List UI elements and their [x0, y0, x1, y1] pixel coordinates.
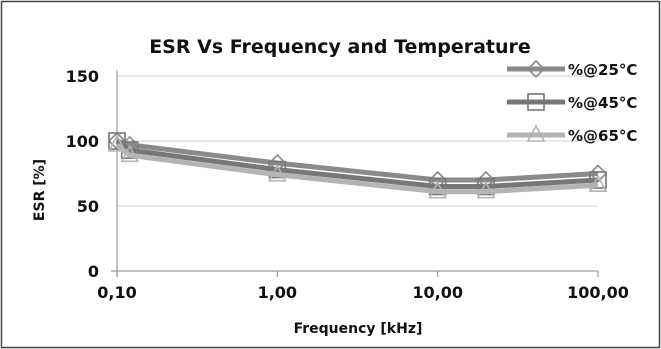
series-line — [115, 142, 599, 195]
data-point-marker — [588, 174, 608, 192]
chart-title: ESR Vs Frequency and Temperature — [149, 36, 531, 58]
data-point-marker — [268, 164, 287, 182]
legend-marker — [526, 124, 546, 142]
legend-item-2: %@45°C — [507, 93, 637, 112]
legend-item-1: %@25°C — [507, 59, 637, 79]
data-point-marker — [428, 177, 447, 196]
data-point-marker — [476, 180, 496, 199]
x-tick-label: 1,00 — [258, 283, 297, 302]
y-tick-label: 0 — [88, 262, 99, 281]
legend-label: %@45°C — [568, 94, 637, 112]
data-point-marker — [477, 177, 495, 196]
y-axis-label: ESR [%] — [32, 159, 48, 221]
data-point-marker — [120, 144, 140, 163]
x-tick-label: 10,00 — [412, 283, 463, 302]
x-axis-label: Frequency [kHz] — [294, 321, 423, 337]
x-tick-label: 0,10 — [97, 283, 136, 302]
series-layer — [107, 131, 608, 199]
series-3 — [107, 134, 608, 199]
x-tick-label: 100,00 — [567, 283, 629, 302]
legend-item-3: %@65°C — [507, 124, 637, 145]
legend: %@25°C %@45°C %@65°C — [507, 59, 637, 145]
data-point-marker — [428, 180, 447, 199]
y-tick-label: 100 — [66, 132, 99, 151]
grid — [117, 75, 598, 207]
y-tick-label: 50 — [77, 197, 99, 216]
legend-marker — [526, 59, 546, 79]
series-line — [116, 138, 599, 183]
data-point-marker — [589, 171, 607, 189]
data-point-marker — [268, 160, 287, 179]
legend-marker — [527, 93, 545, 111]
axes: 0 50 100 150 0,10 1,00 10,00 100,00 — [66, 67, 629, 302]
y-tick-label: 150 — [66, 67, 99, 86]
legend-label: %@65°C — [568, 127, 637, 145]
legend-label: %@25°C — [568, 61, 637, 79]
data-point-marker — [108, 132, 126, 150]
data-point-marker — [107, 134, 127, 152]
